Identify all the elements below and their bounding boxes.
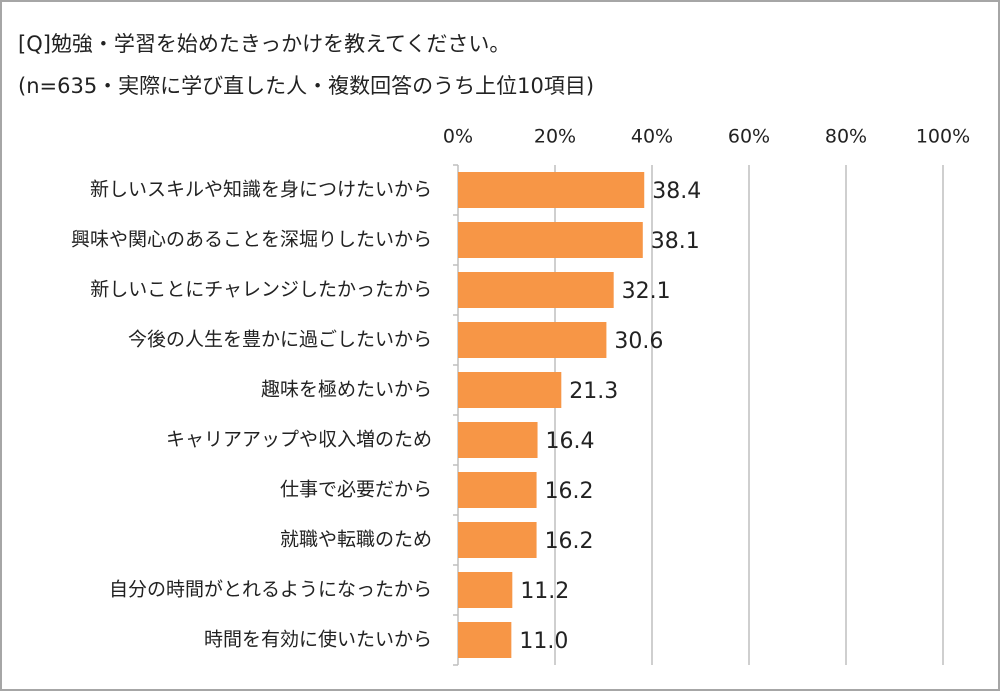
bar: [458, 522, 537, 558]
y-tick-label: 興味や関心のあることを深堀りしたいから: [71, 229, 432, 251]
x-tick-label: 40%: [631, 126, 673, 148]
value-label: 11.2: [520, 579, 569, 604]
y-tick-label: 仕事で必要だから: [280, 479, 432, 501]
bar: [458, 172, 645, 208]
value-label: 21.3: [569, 379, 618, 404]
y-tick-label: キャリアアップや収入増のため: [166, 429, 432, 451]
x-tick-label: 20%: [534, 126, 576, 148]
bar: [458, 622, 512, 658]
y-tick-label: 趣味を極めたいから: [261, 379, 432, 401]
value-label: 16.4: [546, 429, 595, 454]
y-tick-label: 新しいことにチャレンジしたかったから: [90, 279, 432, 301]
value-label: 16.2: [545, 529, 594, 554]
x-tick-label: 0%: [443, 126, 473, 148]
y-tick-label: 自分の時間がとれるようになったから: [109, 579, 432, 601]
bar: [458, 272, 614, 308]
y-tick-label: 時間を有効に使いたいから: [204, 629, 432, 651]
bar: [458, 472, 537, 508]
x-tick-label: 100%: [916, 126, 970, 148]
y-tick-label: 新しいスキルや知識を身につけたいから: [90, 179, 432, 201]
value-label: 16.2: [545, 479, 594, 504]
x-tick-label: 80%: [825, 126, 867, 148]
bar: [458, 572, 513, 608]
value-label: 38.1: [651, 229, 700, 254]
y-tick-label: 今後の人生を豊かに過ごしたいから: [128, 329, 432, 351]
value-label: 30.6: [614, 329, 663, 354]
chart-subtitle: (n=635・実際に学び直した人・複数回答のうち上位10項目): [18, 74, 594, 98]
value-label: 11.0: [519, 629, 568, 654]
x-tick-label: 60%: [728, 126, 770, 148]
bar: [458, 372, 562, 408]
bar: [458, 422, 538, 458]
bar: [458, 222, 643, 258]
value-label: 32.1: [622, 279, 671, 304]
y-tick-label: 就職や転職のため: [280, 529, 432, 551]
chart-title: [Q]勉強・学習を始めたきっかけを教えてください。: [18, 32, 510, 56]
bar: [458, 322, 607, 358]
value-label: 38.4: [652, 179, 701, 204]
